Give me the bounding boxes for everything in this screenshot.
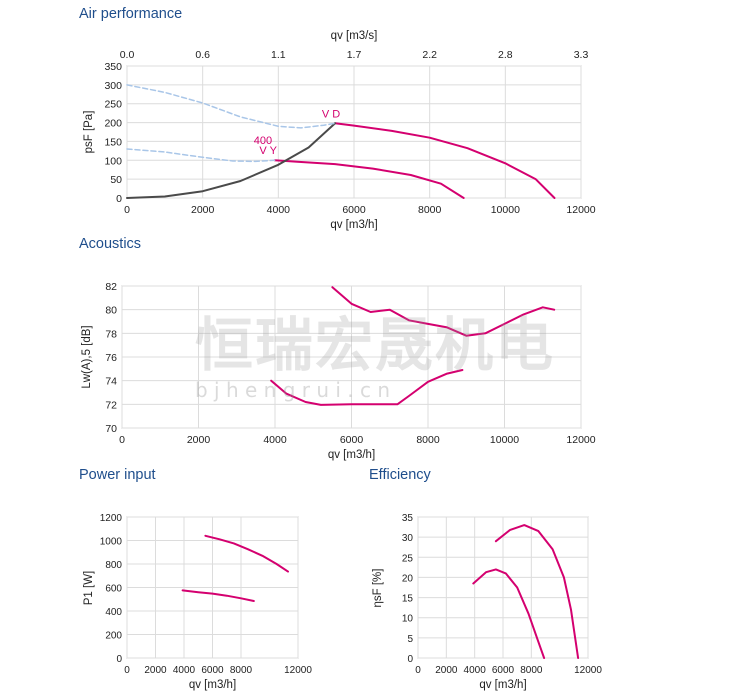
air-x-tick-label: 4000 [267,204,291,216]
air-series-line-0 [334,122,556,199]
watermark-url: b j h e n g r u i . c n [195,378,391,402]
efficiency-y-tick-label: 10 [402,614,414,625]
air-x-tick-label: 0 [124,204,130,216]
air-y-tick-label: 150 [104,136,122,148]
air-chart: 0 2000 4000 6000 8000 10000 12000 0 50 100 150 200 2… [83,30,596,231]
efficiency-y-tick-label: 25 [402,553,414,564]
power-y-tick-label: 600 [105,584,122,595]
air-y-tick-label: 300 [104,80,122,92]
power-input-title: Power input [79,467,156,483]
power-x-tick-label: 8000 [230,665,253,676]
efficiency-y-tick-label: 15 [402,594,414,605]
efficiency-x-axis-label: qv [m3/h] [479,679,526,691]
power-x-tick-label: 6000 [201,665,224,676]
air-x-axis-label: qv [m3/h] [330,219,377,231]
air-x-tick-label: 10000 [491,204,520,216]
air-x2-tick-label: 2.8 [498,49,513,61]
acoustics-y-tick-label: 70 [105,423,117,435]
power-y-tick-label: 800 [105,560,122,571]
acoustics-x-tick-label: 4000 [263,434,287,446]
power-x-tick-label: 0 [124,665,130,676]
acoustics-y-tick-label: 72 [105,399,117,411]
efficiency-y-tick-label: 35 [402,513,414,524]
air-annotation: V Y [259,145,277,157]
air-y-tick-label: 50 [110,174,122,186]
air-y-tick-label: 200 [104,118,122,130]
air-x2-tick-label: 1.7 [347,49,362,61]
acoustics-y-tick-label: 80 [105,305,117,317]
acoustics-x-tick-label: 6000 [340,434,364,446]
efficiency-x-tick-label: 6000 [492,665,515,676]
acoustics-y-axis-label: Lw(A),5 [dB] [81,325,93,388]
acoustics-x-axis-label: qv [m3/h] [328,449,375,461]
efficiency-series-line-1 [472,568,546,659]
acoustics-y-tick-label: 76 [105,352,117,364]
acoustics-y-tick-label: 74 [105,376,117,388]
air-x-tick-label: 8000 [418,204,442,216]
air-annotation: V D [322,109,340,121]
power-x-tick-label: 12000 [284,665,312,676]
acoustics-title: Acoustics [79,236,142,252]
air-x-tick-label: 12000 [566,204,595,216]
power-y-tick-label: 400 [105,607,122,618]
power-x-tick-label: 4000 [173,665,196,676]
efficiency-series-line-0 [494,524,580,659]
acoustics-series-line-1 [270,369,464,406]
air-series-line-3 [126,84,336,129]
air-x2-tick-label: 1.1 [271,49,286,61]
efficiency-y-tick-label: 5 [407,634,413,645]
air-series-line-4 [126,148,276,163]
air-y-axis-label: psF [Pa] [83,111,95,154]
acoustics-series-line-0 [331,286,556,337]
efficiency-x-tick-label: 12000 [574,665,602,676]
efficiency-y-tick-label: 0 [407,654,413,665]
air-y-tick-label: 250 [104,99,122,111]
air-x2-tick-label: 2.2 [422,49,437,61]
watermark-cn: 恒瑞宏晟机电 [195,311,556,379]
power-y-tick-label: 200 [105,631,122,642]
power-y-axis-label: P1 [W] [83,571,95,606]
power-chart: 0 2000 4000 6000 8000 12000 0 200 400 600 800 1000 1… [83,513,312,691]
efficiency-x-tick-label: 0 [415,665,421,676]
air-x2-axis-label: qv [m3/s] [331,30,378,42]
efficiency-title: Efficiency [369,467,431,483]
air-x-tick-label: 6000 [342,204,366,216]
power-series-line-0 [204,534,289,573]
acoustics-x-tick-label: 2000 [187,434,211,446]
air-series-line-1 [273,159,465,199]
air-performance-title: Air performance [79,6,183,22]
air-y-tick-label: 100 [104,155,122,167]
air-y-tick-label: 0 [116,193,122,205]
power-x-tick-label: 2000 [144,665,167,676]
acoustics-y-tick-label: 78 [105,328,117,340]
efficiency-x-tick-label: 8000 [520,665,543,676]
power-y-tick-label: 0 [116,654,122,665]
air-y-tick-label: 350 [104,61,122,73]
air-x-tick-label: 2000 [191,204,215,216]
air-series-line-2 [126,122,337,199]
acoustics-y-tick-label: 82 [105,281,117,293]
efficiency-chart: 0 2000 4000 6000 8000 12000 0 5 10 15 20 25 30 35 qv [… [372,513,602,691]
acoustics-chart: 0 2000 4000 6000 8000 10000 12000 70 72 74 76 78 80 8… [81,281,596,461]
power-series-line-1 [181,589,255,602]
acoustics-x-tick-label: 0 [119,434,125,446]
efficiency-x-tick-label: 2000 [435,665,458,676]
air-annotation: 400 [254,135,272,147]
acoustics-x-tick-label: 10000 [490,434,519,446]
efficiency-y-tick-label: 30 [402,533,414,544]
acoustics-x-tick-label: 12000 [566,434,595,446]
air-x2-tick-label: 0.0 [120,49,135,61]
efficiency-y-axis-label: ηsF [%] [372,569,384,608]
air-x2-tick-label: 3.3 [574,49,589,61]
efficiency-x-tick-label: 4000 [464,665,487,676]
air-x2-tick-label: 0.6 [195,49,210,61]
power-x-axis-label: qv [m3/h] [189,679,236,691]
efficiency-y-tick-label: 20 [402,573,414,584]
acoustics-x-tick-label: 8000 [416,434,440,446]
power-y-tick-label: 1200 [100,513,123,524]
power-y-tick-label: 1000 [100,537,123,548]
